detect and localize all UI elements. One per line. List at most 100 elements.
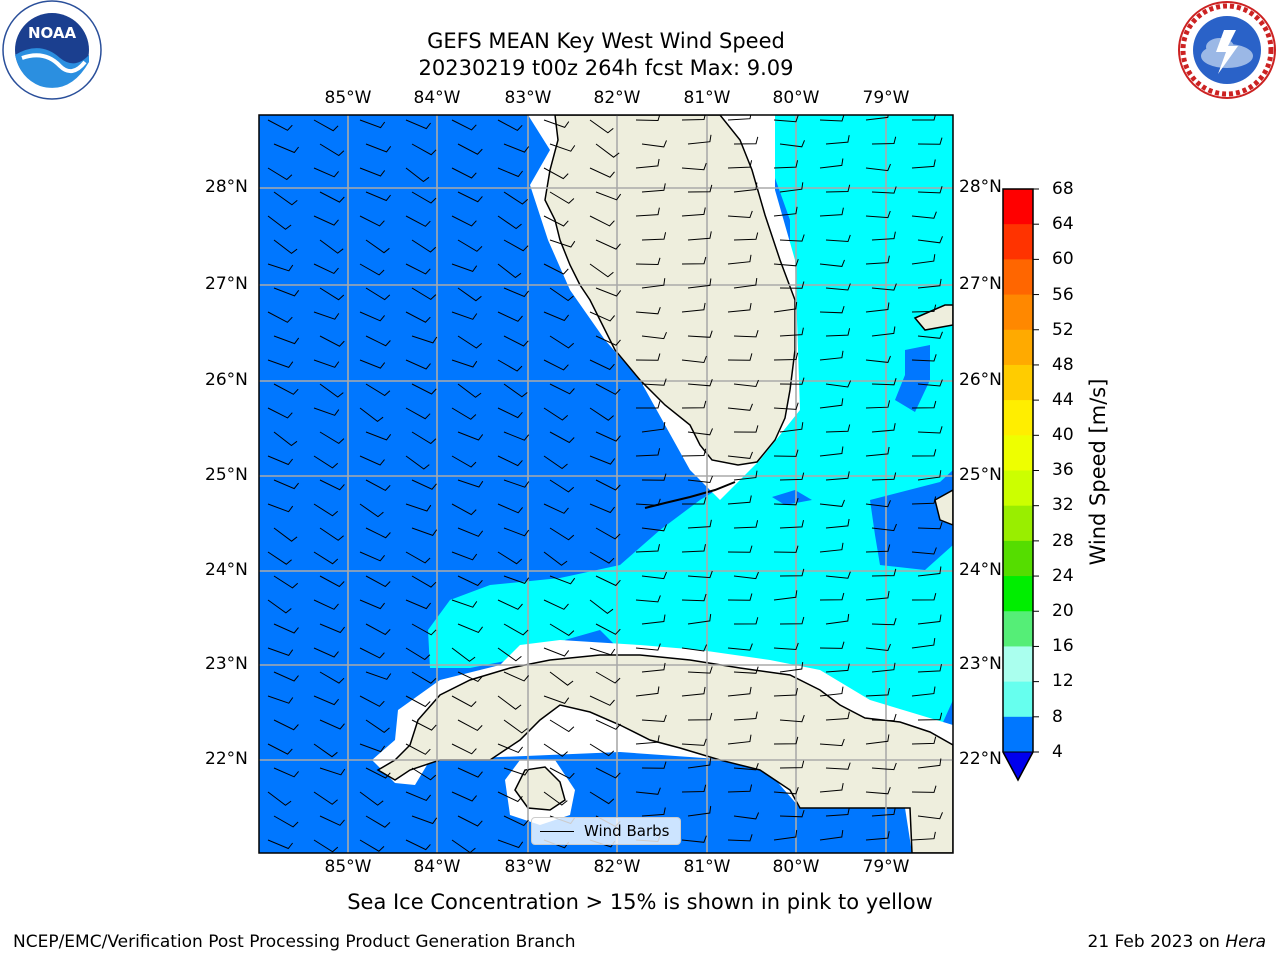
wind-barb: [319, 191, 345, 203]
wind-barb: [543, 599, 569, 610]
wind-barb: [411, 191, 437, 204]
wind-barb: [687, 570, 713, 579]
lon-tick-top: 81°W: [683, 88, 731, 108]
colorbar-label: 20: [1052, 601, 1074, 621]
wind-barb: [635, 595, 661, 603]
wind-barb: [865, 544, 891, 553]
wind-barb: [549, 767, 575, 779]
wind-barb: [457, 287, 482, 302]
wind-barb: [451, 167, 477, 179]
wind-barb: [549, 479, 575, 493]
wind-barb: [595, 239, 621, 250]
wind-barb: [319, 431, 345, 445]
wind-barb: [865, 831, 890, 841]
colorbar-label: 32: [1052, 495, 1074, 515]
wind-barb: [779, 809, 805, 818]
wind-barb: [641, 140, 667, 148]
wind-barb: [825, 807, 850, 817]
wind-barb: [267, 791, 292, 806]
wind-barb: [681, 207, 706, 217]
wind-barb: [825, 518, 850, 529]
wind-barb: [819, 738, 845, 747]
wind-barb: [497, 263, 522, 279]
wind-barb: [543, 263, 569, 275]
wind-barb: [635, 353, 661, 361]
wind-barb: [917, 137, 943, 145]
wind-barb: [497, 503, 523, 514]
wind-barb: [773, 829, 798, 841]
colorbar-band: [1003, 470, 1033, 507]
wind-barb: [549, 383, 575, 395]
lon-tick-bottom: 85°W: [324, 857, 372, 877]
wind-barb: [319, 287, 345, 301]
wind-barb: [635, 307, 661, 315]
wind-barb: [457, 671, 483, 683]
wind-barb: [825, 613, 850, 625]
wind-barb: [865, 500, 891, 508]
wind-barb: [497, 455, 523, 467]
wind-barb: [681, 738, 707, 746]
wind-barb: [773, 352, 799, 361]
wind-barb: [773, 687, 798, 697]
lon-tick-top: 79°W: [862, 88, 910, 108]
wind-barb: [779, 568, 805, 577]
wind-barb: [267, 599, 292, 614]
wind-barb: [871, 662, 896, 673]
wind-barb: [595, 191, 622, 201]
colorbar-label: 68: [1052, 179, 1074, 199]
wind-barb: [825, 135, 850, 145]
wind-barb: [267, 407, 293, 419]
colorbar-band: [1003, 716, 1033, 753]
wind-barb: [871, 807, 896, 817]
wind-barb: [871, 326, 896, 337]
wind-barb: [313, 839, 339, 853]
wind-barb: [267, 551, 292, 565]
wind-barb: [641, 614, 666, 625]
wind-barb: [359, 359, 386, 369]
wind-barb: [681, 355, 707, 364]
wind-barb: [825, 762, 851, 770]
wind-barb: [865, 355, 891, 363]
wind-barb: [543, 167, 569, 180]
wind-barb: [779, 234, 805, 242]
wind-barb: [589, 263, 614, 278]
colorbar-band: [1003, 576, 1033, 612]
wind-barbs: [267, 115, 943, 853]
wind-barb: [635, 544, 660, 553]
colorbar-band: [1003, 646, 1033, 683]
colorbar-under-arrow: [1002, 751, 1034, 782]
wind-barb: [411, 815, 438, 825]
wind-barb: [779, 662, 804, 673]
wind-barb: [865, 210, 891, 219]
wind-barb: [497, 359, 523, 372]
wind-barb: [911, 592, 937, 601]
wind-barb: [687, 278, 712, 289]
wind-barb: [405, 359, 431, 370]
wind-barb: [267, 503, 294, 513]
wind-barb: [313, 359, 340, 368]
wind-barb: [457, 335, 483, 349]
wind-barb: [917, 426, 943, 434]
wind-barb: [635, 735, 660, 745]
wind-barb: [733, 470, 758, 481]
wind-barb: [779, 140, 805, 148]
wind-barb: [687, 475, 713, 484]
wind-barb: [911, 831, 936, 841]
wind-barb: [365, 623, 391, 636]
wind-barb: [727, 353, 753, 361]
lat-tick-left: 23°N: [205, 654, 248, 674]
wind-barb: [825, 663, 850, 673]
wind-barb: [451, 455, 477, 468]
wind-barb: [681, 115, 706, 121]
wind-barb: [773, 115, 799, 123]
wind-barb: [365, 431, 392, 441]
wind-barb: [313, 647, 339, 658]
wind-barb: [411, 287, 437, 301]
wind-barb: [457, 143, 483, 155]
wind-barb: [503, 143, 530, 153]
wind-barb: [779, 281, 805, 289]
lat-tick-left: 22°N: [205, 749, 248, 769]
wind-barb: [733, 379, 759, 388]
lat-tick-right: 24°N: [959, 560, 1002, 580]
sea-ice-caption: Sea Ice Concentration > 15% is shown in …: [347, 890, 933, 914]
